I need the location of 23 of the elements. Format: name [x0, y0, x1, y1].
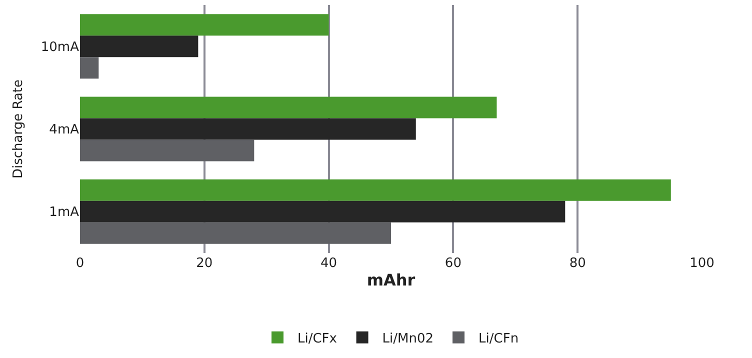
bar	[80, 140, 254, 162]
y-tick-label: 10mA	[40, 40, 80, 55]
bar	[80, 36, 198, 58]
x-tick-label: 40	[320, 256, 338, 271]
bar	[80, 200, 566, 222]
legend-label: Li/CFn	[478, 331, 519, 346]
x-axis-title: mAhr	[366, 270, 416, 290]
bar	[80, 57, 99, 79]
legend-label: Li/Mn02	[382, 331, 434, 346]
x-tick-label: 80	[569, 256, 586, 271]
x-tick-label: 100	[690, 256, 714, 271]
y-axis-title: Discharge Rate	[10, 79, 26, 179]
bar	[80, 222, 391, 244]
bar	[80, 14, 329, 36]
y-tick-label: 4mA	[49, 122, 80, 138]
y-tick-label: 1mA	[49, 205, 80, 220]
x-tick-label: 20	[196, 256, 213, 271]
legend-label: Li/CFx	[298, 331, 338, 346]
bar	[80, 179, 671, 201]
bar	[80, 96, 497, 118]
x-tick-label: 60	[444, 256, 462, 271]
x-tick-label: 0	[76, 256, 84, 271]
bar	[80, 118, 416, 140]
